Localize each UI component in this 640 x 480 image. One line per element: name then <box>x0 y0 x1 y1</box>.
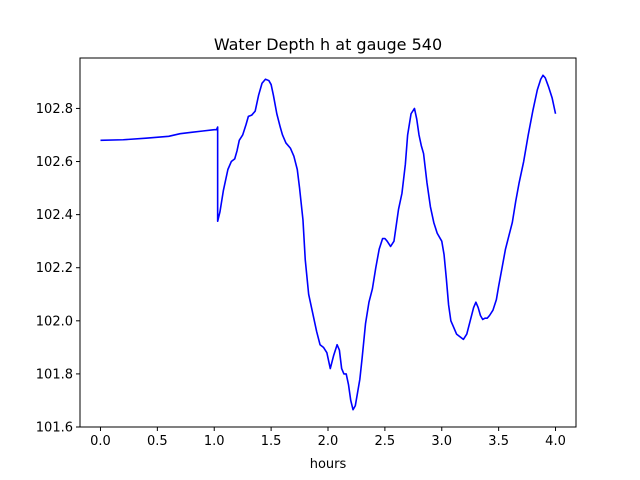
x-tick-label: 1.5 <box>261 434 282 449</box>
x-axis-label: hours <box>310 457 347 472</box>
plot-area <box>100 74 557 411</box>
x-tick-label: 3.0 <box>431 434 452 449</box>
x-tick-label: 0.5 <box>147 434 168 449</box>
y-tick-label: 102.8 <box>36 102 73 117</box>
x-tick-label: 0.0 <box>90 434 111 449</box>
axes-frame <box>79 57 577 428</box>
y-tick-label: 102.0 <box>36 314 73 329</box>
x-tick-label: 2.0 <box>318 434 339 449</box>
y-tick-label: 101.6 <box>36 421 73 436</box>
y-tick-label: 101.8 <box>36 367 73 382</box>
y-tick-label: 102.6 <box>36 155 73 170</box>
y-tick-label: 102.4 <box>36 208 73 223</box>
chart-title: Water Depth h at gauge 540 <box>214 35 442 54</box>
y-axis: 101.6 101.8 102.0 102.2 102.4 102.6 102.8 <box>36 102 80 436</box>
x-tick-label: 2.5 <box>375 434 396 449</box>
y-tick-label: 102.2 <box>36 261 73 276</box>
x-tick-label: 4.0 <box>545 434 566 449</box>
x-tick-label: 3.5 <box>488 434 509 449</box>
series-line <box>100 74 557 411</box>
x-axis: 0.0 0.5 1.0 1.5 2.0 2.5 3.0 3.5 4.0 <box>90 427 566 449</box>
x-tick-label: 1.0 <box>204 434 225 449</box>
